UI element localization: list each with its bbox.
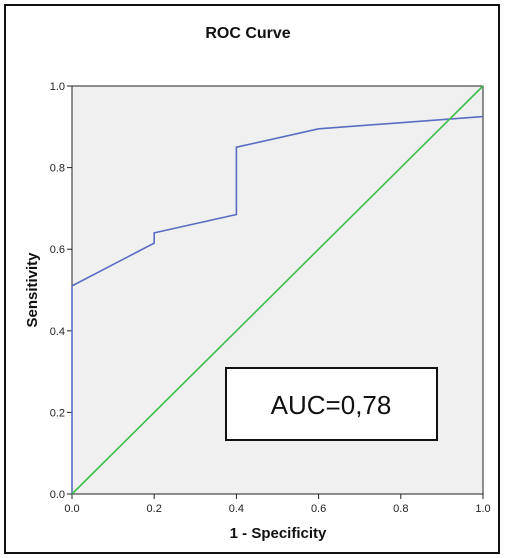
y-tick-label-4: 0.8 [50,163,65,175]
auc-annotation: AUC=0,78 [225,367,438,441]
roc-curve-line [71,115,484,494]
axis-ticks: 0.0 0.2 0.4 0.6 0.8 1.0 0.0 0.2 0.4 0.6 0.8 1.0 [50,81,491,515]
x-tick-label-5: 1.0 [475,503,490,515]
y-tick-label-0: 0.0 [50,489,65,501]
y-axis-label: Sensitivity [24,252,41,328]
x-tick-label-1: 0.2 [147,503,162,515]
x-tick-label-2: 0.4 [229,503,244,515]
reference-diagonal-line [71,85,484,495]
auc-box [225,367,438,441]
x-axis-label: 1 - Specificity [230,525,327,542]
y-tick-label-1: 0.2 [50,407,65,419]
y-tick-label-2: 0.4 [50,326,65,338]
series-layer [71,85,484,495]
x-tick-label-4: 0.8 [393,503,408,515]
chart-title: ROC Curve [205,25,290,42]
x-tick-label-0: 0.0 [64,503,79,515]
y-tick-label-5: 1.0 [50,81,65,93]
auc-label: AUC=0,78 [271,390,392,420]
y-tick-label-3: 0.6 [50,244,65,256]
x-tick-label-3: 0.6 [311,503,326,515]
